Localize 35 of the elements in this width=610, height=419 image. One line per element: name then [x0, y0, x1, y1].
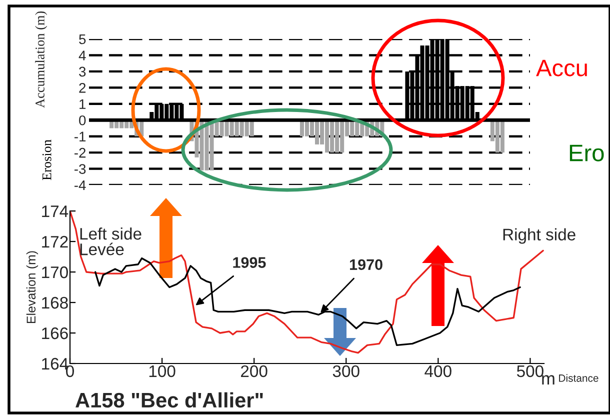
y-tick-label: 1: [80, 99, 86, 109]
line-series: [94, 257, 521, 346]
x-tick-label: 200: [241, 365, 268, 378]
annotation: 1995: [233, 257, 266, 268]
x-tick-label: 500: [516, 365, 544, 378]
y-tick-label: 170: [42, 266, 68, 278]
y-axis-title: Elevation (m): [26, 251, 38, 324]
x-axis-title: Distance: [559, 374, 598, 382]
y-tick-label: 0: [79, 115, 86, 126]
x-tick-label: 100: [149, 365, 176, 378]
y-tick-label: 2: [79, 83, 86, 93]
y-tick-label: 174: [42, 206, 68, 218]
text: m: [542, 375, 554, 384]
y-tick-label: 164: [42, 358, 68, 370]
y-axis-title: Accumulation (m): [35, 11, 48, 108]
annotation: 1970: [350, 259, 382, 270]
y-tick-label: -1: [74, 132, 86, 142]
annotation: Right side: [503, 228, 576, 244]
y-tick-label: -3: [74, 164, 86, 174]
text: Erosion: [42, 140, 52, 180]
x-tick-label: 300: [332, 365, 360, 378]
y-tick-label: 3: [79, 66, 86, 77]
y-tick-label: 4: [78, 50, 86, 60]
text: Accu: [536, 60, 587, 76]
x-tick-label: 400: [424, 365, 452, 378]
y-tick-label: 172: [42, 236, 68, 248]
y-tick-label: 166: [42, 327, 68, 340]
y-tick-label: -4: [74, 180, 86, 190]
y-tick-label: -2: [74, 148, 86, 158]
y-tick-label: 5: [79, 34, 86, 44]
annotation: Left side Levée: [80, 227, 142, 256]
line-series: [70, 211, 544, 354]
text: Ero: [570, 144, 604, 162]
y-tick-label: 168: [42, 296, 68, 309]
text: A158 "Bec d'Allier": [76, 392, 263, 408]
